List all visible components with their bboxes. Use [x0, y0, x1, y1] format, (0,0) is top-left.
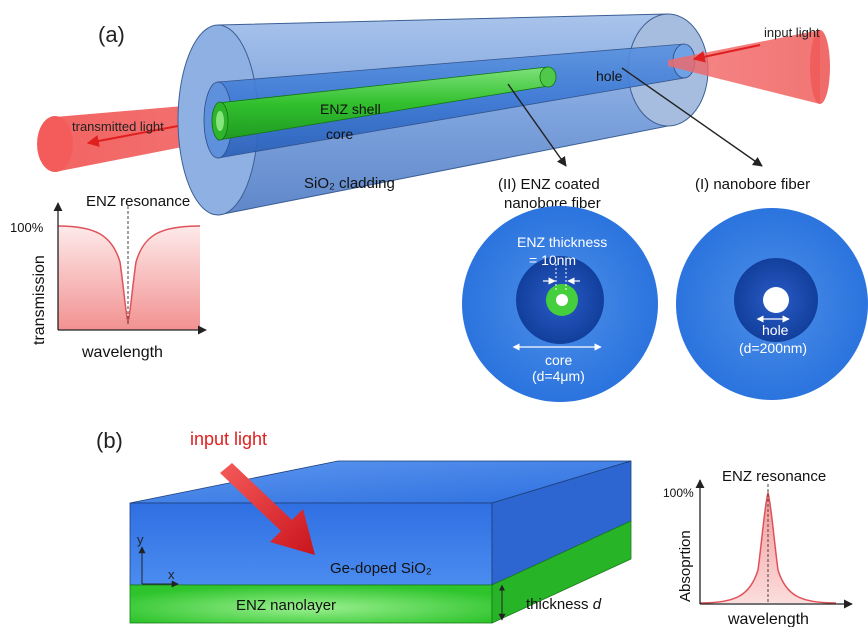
slab-input-light-arrow: [220, 463, 315, 555]
absorption-curve: [699, 490, 837, 604]
thickness-label: thickness d: [526, 596, 602, 613]
enz-layer-side: [491, 520, 632, 624]
input-light-label: input light: [764, 25, 820, 40]
core-diameter-label: (d=4μm): [532, 368, 585, 384]
panel-a-label: (a): [98, 22, 125, 47]
enz-fiber-hole: [556, 294, 568, 306]
absorption-peak-area: [700, 493, 836, 603]
nanobore-fiber-title: (I) nanobore fiber: [695, 176, 810, 193]
pointer-nanobore-fiber: [621, 67, 763, 167]
transmission-wavelength-label: wavelength: [81, 344, 163, 361]
input-light-arrow: [692, 44, 761, 63]
slab-input-light-label: input light: [190, 429, 267, 449]
transmission-100-label: 100%: [10, 220, 44, 235]
y-axis-label: y: [137, 532, 144, 547]
thickness-text: thickness: [526, 596, 593, 613]
transmission-resonance-label: ENZ resonance: [86, 193, 190, 210]
absorption-axis-label: Absoprtion: [677, 530, 694, 602]
hole-diameter-label: (d=200nm): [739, 340, 807, 356]
panel-b-label: (b): [96, 428, 123, 453]
enz-shell-label: ENZ shell: [320, 101, 381, 117]
hole-label: hole: [596, 68, 623, 84]
absorption-100-label: 100%: [663, 486, 694, 500]
ge-doped-label: Ge-doped SiO₂: [330, 560, 432, 577]
transmission-plot: [53, 202, 207, 335]
enz-shell-tube: [211, 66, 557, 141]
enz-layer-front: [129, 584, 493, 624]
enz-fiber-title-line1: (II) ENZ coated: [498, 176, 600, 193]
nanobore-fiber-cross-section: [676, 208, 868, 400]
core-label-cross: core: [545, 352, 572, 368]
enz-thickness-label: ENZ thickness: [517, 234, 607, 250]
transmitted-light-label: transmitted light: [72, 119, 164, 134]
pointer-enz-fiber: [507, 83, 567, 167]
core-label: core: [326, 126, 353, 142]
cladding-label: SiO₂ cladding: [304, 175, 395, 192]
nanobore-hole: [763, 287, 789, 313]
absorption-resonance-label: ENZ resonance: [722, 468, 826, 485]
enz-thickness-value: = 10nm: [529, 252, 576, 268]
absorption-wavelength-label: wavelength: [727, 611, 809, 627]
transmission-axis-label: transmission: [31, 255, 48, 345]
x-axis-label: x: [168, 567, 175, 582]
enz-fiber-cross-section: [462, 206, 658, 402]
absorption-plot: [695, 479, 853, 609]
thickness-symbol: d: [593, 596, 602, 613]
transmission-dip-area: [58, 226, 200, 330]
hole-label-cross: hole: [762, 322, 789, 338]
transmitted-light-beam: [37, 103, 218, 172]
input-light-beam: [668, 30, 830, 104]
transmitted-light-arrow: [86, 125, 179, 147]
coordinate-axes: [138, 546, 179, 588]
enz-nanolayer-label: ENZ nanolayer: [236, 597, 336, 614]
